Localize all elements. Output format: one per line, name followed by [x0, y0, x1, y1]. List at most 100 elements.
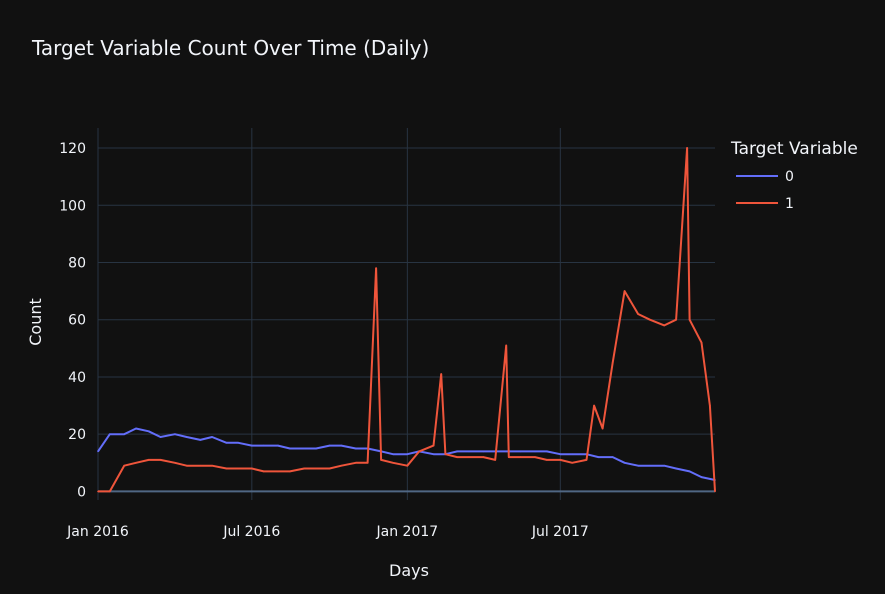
- data-point: [688, 470, 691, 473]
- data-point: [686, 147, 688, 149]
- data-point: [392, 462, 394, 464]
- data-point: [315, 447, 317, 450]
- y-tick-label: 80: [68, 255, 86, 271]
- data-point: [174, 433, 176, 436]
- data-point: [675, 318, 677, 321]
- data-point: [303, 467, 306, 470]
- data-point: [328, 467, 331, 470]
- data-point: [534, 450, 536, 453]
- data-point: [406, 464, 409, 467]
- data-point: [366, 462, 369, 464]
- data-point: [97, 490, 99, 493]
- data-point: [225, 467, 228, 470]
- data-point: [559, 459, 562, 461]
- x-tick-label: Jan 2016: [66, 524, 129, 540]
- data-point: [534, 456, 536, 458]
- data-point: [211, 464, 213, 467]
- data-point: [440, 373, 443, 375]
- data-point: [468, 450, 470, 453]
- data-point: [340, 444, 343, 447]
- data-point: [456, 450, 459, 453]
- data-point: [225, 442, 228, 444]
- data-point: [262, 444, 265, 447]
- data-point: [328, 444, 331, 447]
- y-tick-label: 0: [77, 484, 86, 500]
- data-point: [289, 470, 291, 473]
- data-point: [494, 459, 497, 461]
- data-point: [355, 462, 357, 464]
- data-point: [505, 344, 508, 347]
- data-point: [601, 427, 604, 430]
- legend-item-1[interactable]: 1: [785, 196, 794, 212]
- data-point: [340, 464, 343, 467]
- data-point: [571, 462, 573, 464]
- data-point: [375, 267, 377, 270]
- data-point: [418, 450, 421, 453]
- data-point: [559, 453, 562, 456]
- data-point: [277, 444, 279, 447]
- grid: [97, 128, 715, 500]
- chart-title: Target Variable Count Over Time (Daily): [31, 36, 429, 60]
- data-point: [159, 436, 162, 438]
- data-point: [519, 450, 522, 453]
- data-point: [508, 456, 510, 458]
- data-point: [237, 442, 240, 444]
- data-point: [380, 459, 382, 461]
- data-point: [663, 464, 666, 467]
- y-tick-label: 100: [59, 198, 86, 214]
- data-point: [289, 447, 291, 450]
- data-point: [251, 444, 253, 447]
- data-point: [649, 318, 651, 321]
- data-point: [135, 427, 137, 430]
- data-point: [355, 447, 357, 450]
- data-point: [159, 459, 162, 461]
- data-point: [611, 456, 614, 458]
- data-point: [700, 341, 703, 344]
- data-point: [482, 456, 485, 458]
- data-point: [675, 467, 677, 470]
- y-tick-label: 20: [68, 427, 86, 443]
- x-axis-title: Days: [389, 561, 429, 580]
- data-point: [315, 467, 317, 470]
- data-point: [456, 456, 459, 458]
- data-point: [649, 464, 651, 467]
- legend-item-0[interactable]: 0: [785, 169, 794, 185]
- data-point: [199, 439, 202, 441]
- data-point: [432, 444, 435, 447]
- data-point: [611, 361, 614, 364]
- tick-labels: Jan 2016 Jul 2016 Jan 2017 Jul 2017 0 20 40 60 8…: [59, 141, 589, 540]
- data-point: [519, 456, 522, 458]
- data-point: [109, 490, 111, 493]
- series-layer: [97, 147, 716, 493]
- data-point: [97, 450, 99, 453]
- data-point: [688, 318, 691, 321]
- data-point: [593, 404, 595, 407]
- x-tick-label: Jul 2017: [531, 524, 589, 540]
- data-point: [277, 470, 279, 473]
- y-tick-label: 120: [59, 141, 86, 157]
- data-point: [406, 453, 409, 456]
- data-point: [709, 404, 711, 407]
- data-point: [199, 464, 202, 467]
- data-point: [392, 453, 394, 456]
- data-point: [468, 456, 470, 458]
- data-point: [123, 433, 125, 436]
- legend[interactable]: Target Variable 0 1: [730, 139, 858, 212]
- y-tick-label: 60: [68, 313, 86, 329]
- data-point: [109, 433, 111, 436]
- data-point: [546, 450, 548, 453]
- data-point: [432, 453, 435, 456]
- data-point: [623, 462, 626, 464]
- data-point: [663, 324, 666, 327]
- data-point: [637, 464, 639, 467]
- data-point: [571, 453, 573, 456]
- data-point: [123, 464, 125, 467]
- data-point: [147, 459, 150, 461]
- x-tick-label: Jul 2016: [222, 524, 280, 540]
- data-point: [597, 456, 600, 458]
- data-point: [211, 436, 213, 438]
- data-point: [585, 459, 588, 461]
- data-point: [185, 436, 188, 438]
- data-point: [135, 462, 137, 464]
